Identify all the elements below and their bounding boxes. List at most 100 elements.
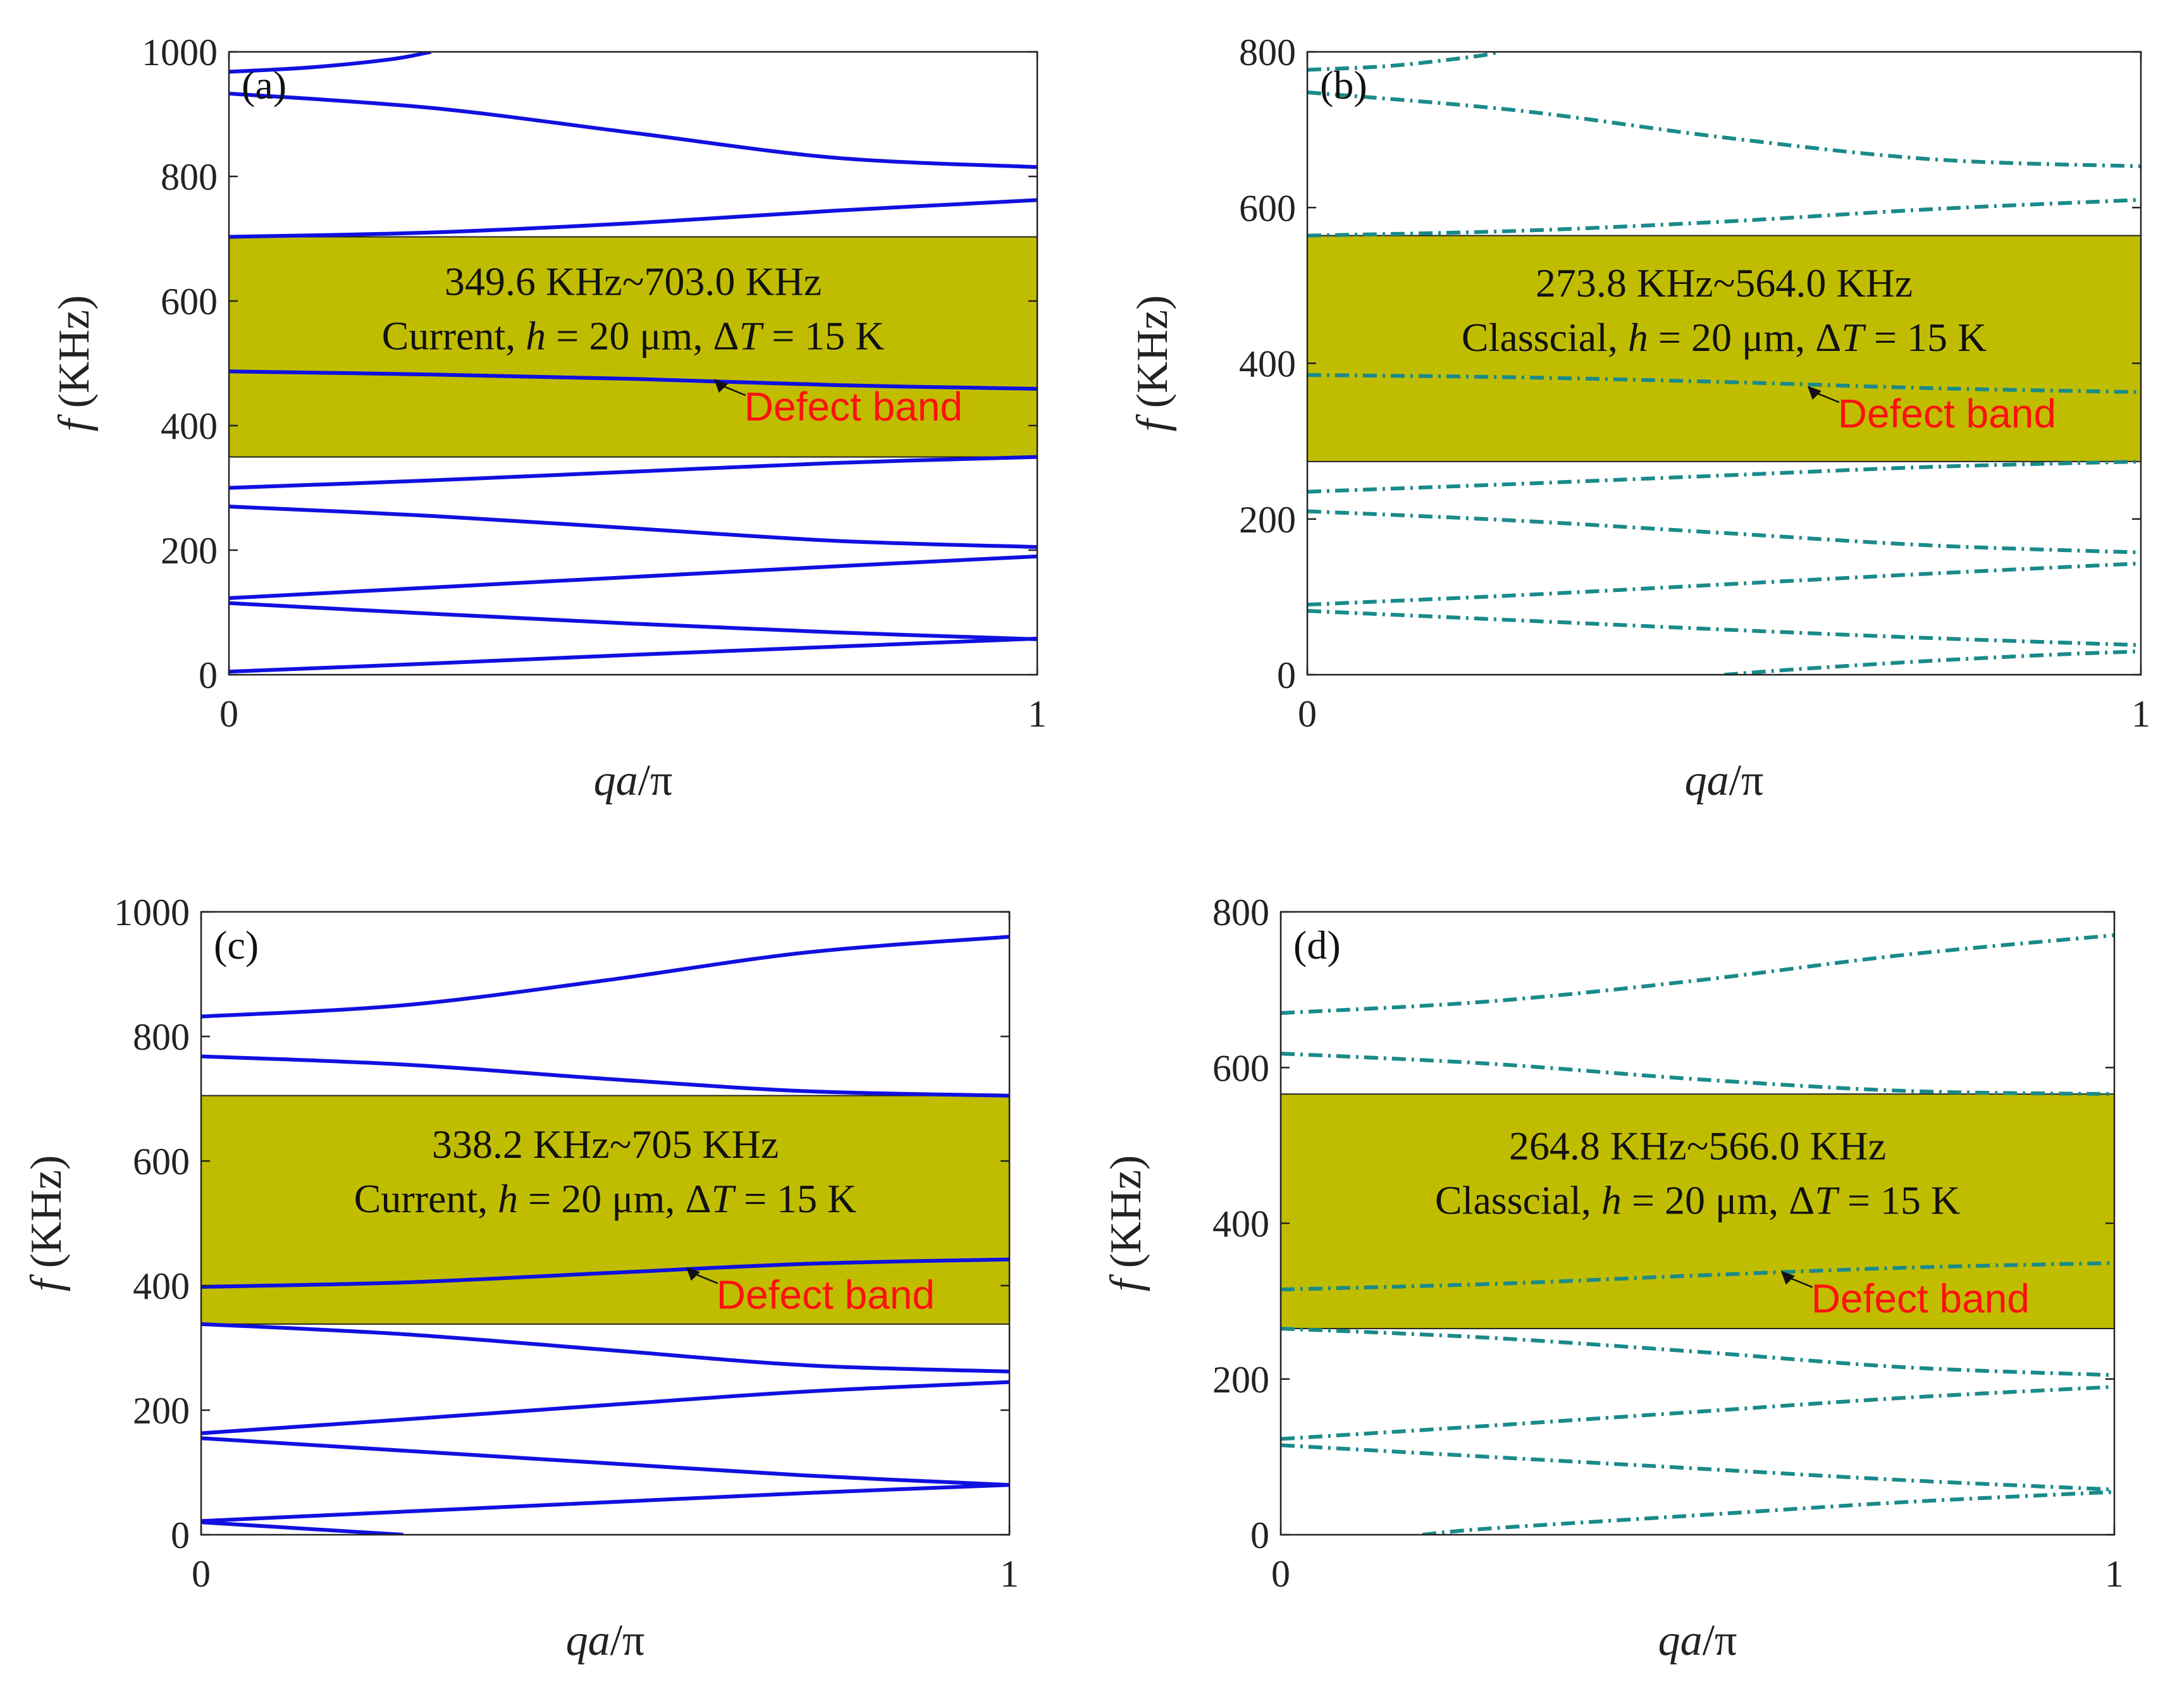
- y-tick-label: 400: [1212, 1203, 1269, 1245]
- y-tick-label: 1000: [142, 32, 218, 73]
- condition-T: T: [739, 314, 764, 359]
- dispersion-band-3: [229, 554, 1037, 600]
- x-axis-label: qa/π: [1658, 1616, 1737, 1665]
- dispersion-band-5: [229, 455, 1037, 490]
- band-gap-region: [1307, 235, 2142, 462]
- condition-h: h: [1601, 1178, 1622, 1223]
- dispersion-band-2: [1281, 1443, 2114, 1492]
- y-axis-label: f (KHz): [22, 1155, 71, 1292]
- gap-range-text: 338.2 KHz~705 KHz: [432, 1122, 779, 1167]
- annotation-text: Defect band: [717, 1272, 935, 1317]
- condition-prefix: Classcial,: [1435, 1178, 1601, 1223]
- annotation-arrowhead: [1807, 386, 1822, 400]
- dispersion-band-2: [229, 601, 1037, 641]
- y-tick-label: 1000: [114, 892, 190, 933]
- y-tick-label: 0: [1277, 654, 1296, 696]
- y-tick-label: 600: [161, 281, 218, 323]
- condition-suffix: = 15 K: [761, 314, 884, 359]
- condition-text: Current, h = 20 μm, ΔT = 15 K: [354, 1176, 857, 1221]
- condition-prefix: Classcial,: [1462, 315, 1628, 360]
- x-axis-label: qa/π: [1685, 756, 1764, 805]
- panel-c: 0 200 400 600 800 1000 0 1 qa/π f (KHz) (c) 338.2 K…: [22, 892, 1019, 1665]
- dispersion-band-8: [201, 935, 1009, 1019]
- dispersion-band-1: [229, 636, 1037, 674]
- dispersion-band-7: [1281, 933, 2114, 1016]
- condition-T: T: [1841, 315, 1866, 360]
- panel-label: (b): [1320, 63, 1367, 108]
- y-tick-label: 0: [199, 654, 218, 696]
- condition-T: T: [711, 1176, 736, 1221]
- axes-frame: [200, 911, 1011, 1536]
- panel-label: (d): [1293, 923, 1341, 968]
- y-tick-label: 400: [133, 1265, 190, 1307]
- panel-d: 0 200 400 600 800 0 1 qa/π f (KHz) (d) 264.8 KHz~5…: [1102, 892, 2124, 1665]
- y-tick-label: 0: [171, 1514, 190, 1556]
- dispersion-band-9: [229, 52, 432, 74]
- condition-prefix: Current,: [354, 1176, 498, 1221]
- condition-h: h: [1628, 315, 1648, 360]
- y-tick-label: 600: [1212, 1047, 1269, 1089]
- annotation-arrowhead: [713, 379, 728, 393]
- defect-band-line: [1281, 1261, 2114, 1292]
- dispersion-band-1: [1723, 649, 2141, 675]
- y-axis-label: f (KHz): [50, 295, 99, 432]
- condition-mid: = 20 μm, Δ: [1622, 1178, 1815, 1223]
- dispersion-band-7: [201, 1054, 1009, 1098]
- y-tick-label: 600: [133, 1141, 190, 1183]
- condition-text: Current, h = 20 μm, ΔT = 15 K: [382, 314, 885, 359]
- dispersion-band-2: [1307, 609, 2141, 648]
- y-tick-label: 0: [1250, 1514, 1269, 1556]
- condition-T: T: [1815, 1178, 1840, 1223]
- x-tick-label: 1: [1000, 1553, 1019, 1595]
- condition-h: h: [526, 314, 546, 359]
- x-tick-label: 0: [1298, 693, 1317, 735]
- condition-prefix: Current,: [382, 314, 526, 359]
- panel-label: (c): [214, 923, 259, 968]
- dispersion-band-4: [1307, 509, 2141, 555]
- dispersion-band-2: [201, 1483, 1009, 1523]
- dispersion-band-5: [201, 1322, 1009, 1373]
- x-tick-label: 0: [1271, 1553, 1290, 1595]
- annotation-arrowhead: [1780, 1270, 1795, 1285]
- y-tick-label: 800: [133, 1016, 190, 1058]
- condition-text: Classcial, h = 20 μm, ΔT = 15 K: [1462, 315, 1987, 360]
- defect-band-line: [201, 1257, 1009, 1289]
- y-axis-label: f (KHz): [1102, 1155, 1150, 1292]
- annotation-text: Defect band: [1838, 391, 2056, 436]
- dispersion-band-1: [201, 1520, 404, 1535]
- defect-band-line: [1307, 372, 2141, 395]
- y-tick-label: 200: [1212, 1359, 1269, 1401]
- panel-a: 0 200 400 600 800 1000 0 1 qa/π f (KHz) (a) 349.6 K…: [50, 32, 1047, 805]
- dispersion-band-1: [1422, 1490, 2114, 1535]
- x-tick-label: 1: [1028, 693, 1047, 735]
- dispersion-band-4: [201, 1380, 1009, 1435]
- y-tick-label: 400: [1239, 343, 1296, 385]
- x-tick-label: 1: [2105, 1553, 2124, 1595]
- band-gap-region: [1280, 1093, 2115, 1329]
- x-axis-label: qa/π: [566, 1616, 645, 1665]
- annotation-arrowhead: [686, 1267, 700, 1281]
- condition-mid: = 20 μm, Δ: [546, 314, 739, 359]
- dispersion-band-8: [1307, 90, 2141, 168]
- gap-range-text: 264.8 KHz~566.0 KHz: [1509, 1124, 1886, 1169]
- dispersion-band-3: [1281, 1385, 2114, 1441]
- y-tick-label: 800: [1212, 892, 1269, 933]
- annotation-text: Defect band: [744, 384, 963, 429]
- y-tick-label: 200: [1239, 499, 1296, 541]
- condition-mid: = 20 μm, Δ: [1648, 315, 1841, 360]
- dispersion-band-7: [1307, 197, 2141, 238]
- condition-text: Classcial, h = 20 μm, ΔT = 15 K: [1435, 1178, 1960, 1223]
- y-tick-label: 400: [161, 405, 218, 447]
- dispersion-band-9: [1307, 52, 1500, 72]
- axes-frame: [228, 51, 1039, 676]
- annotation-text: Defect band: [1811, 1276, 2030, 1322]
- x-tick-label: 0: [219, 693, 238, 735]
- condition-h: h: [498, 1176, 518, 1221]
- band-gap-region: [228, 236, 1038, 458]
- condition-mid: = 20 μm, Δ: [518, 1176, 711, 1221]
- y-tick-label: 800: [1239, 32, 1296, 73]
- y-tick-label: 800: [161, 156, 218, 198]
- condition-suffix: = 15 K: [1837, 1178, 1960, 1223]
- gap-range-text: 349.6 KHz~703.0 KHz: [445, 259, 822, 304]
- dispersion-band-3: [1307, 561, 2141, 607]
